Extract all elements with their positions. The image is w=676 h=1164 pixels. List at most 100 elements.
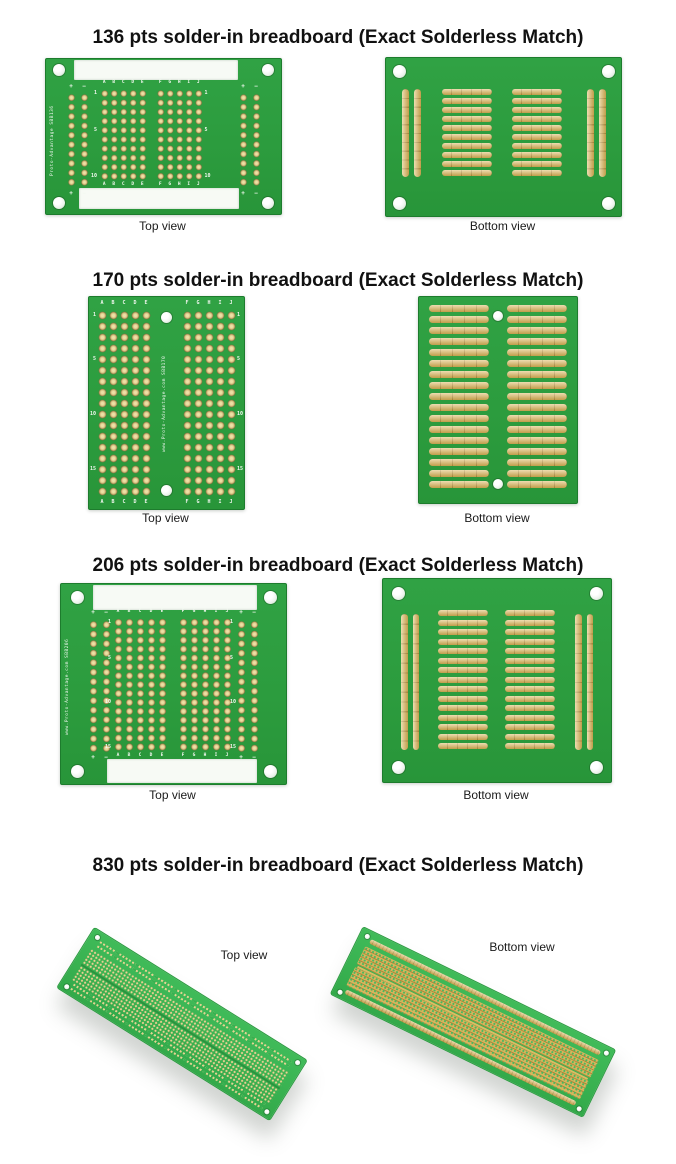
column-letter: B	[112, 80, 116, 85]
solder-bar	[507, 470, 567, 477]
rail-plus-label: +	[69, 82, 73, 90]
solder-bar	[507, 382, 567, 389]
column-letter: C	[122, 498, 126, 505]
row-number: 5	[230, 654, 234, 661]
solder-bar	[505, 714, 555, 721]
column-letter: C	[138, 609, 142, 614]
column-letter: D	[131, 181, 135, 187]
solder-bar	[438, 743, 488, 750]
row-number: 5	[93, 126, 97, 133]
centre-channel	[80, 963, 281, 1090]
column-letter: H	[203, 609, 207, 614]
row-number: 15	[104, 743, 111, 750]
solder-bar	[429, 470, 489, 477]
solder-bar	[442, 125, 492, 131]
solder-bar	[442, 152, 492, 158]
solder-bar	[438, 667, 488, 674]
silkscreen-panel	[74, 60, 238, 80]
solder-bar	[507, 459, 567, 466]
solder-bar	[438, 733, 488, 740]
row-number: 10	[204, 172, 211, 179]
row-number: 1	[92, 312, 96, 318]
solder-bar	[507, 393, 567, 400]
solder-bar	[429, 448, 489, 455]
sbb170-top-view-photo: A A B B C C D D E E F F G G H H I I J J 1 1 5 5 10 10 15 15 www.Prot…	[88, 296, 245, 510]
column-letter: H	[207, 498, 211, 505]
solder-bar	[429, 459, 489, 466]
column-letter: G	[168, 80, 172, 85]
column-letter: H	[203, 752, 207, 758]
solder-bar	[429, 360, 489, 367]
solder-bar	[438, 676, 488, 683]
mounting-hole	[53, 197, 65, 209]
column-letter: F	[185, 498, 189, 505]
column-letter: F	[158, 80, 162, 85]
sbb136-top-view-photo: + − + − + − + − A A B B C C D D E E F F G G H H I I J J 1 1 5 5 10 10 Prot…	[45, 58, 282, 215]
sbb170-bottom-view-photo	[418, 296, 578, 504]
column-letter: A	[116, 609, 120, 614]
column-letter: B	[127, 609, 131, 614]
column-letter: F	[185, 300, 189, 306]
terminal-grid	[112, 618, 168, 752]
silkscreen-text: www.Proto-Advantage.com SBB170	[162, 355, 167, 453]
mounting-hole	[336, 988, 344, 995]
column-letter: J	[229, 300, 233, 306]
mounting-hole	[589, 586, 603, 600]
solder-bar	[429, 327, 489, 334]
solder-bar	[507, 360, 567, 367]
column-letter: E	[144, 300, 148, 306]
mounting-hole	[589, 760, 603, 774]
silkscreen-panel	[79, 188, 239, 209]
solder-bar	[507, 404, 567, 411]
solder-bar	[429, 437, 489, 444]
column-letter: J	[225, 609, 229, 614]
solder-strip	[598, 89, 606, 177]
solder-bar	[505, 695, 555, 702]
solder-bar	[512, 116, 562, 122]
solder-bar	[507, 305, 567, 312]
mounting-hole	[70, 764, 84, 778]
column-letter: F	[181, 752, 185, 758]
column-letter: E	[140, 80, 144, 85]
mounting-hole	[392, 64, 406, 78]
section-title-sbb136: 136 pts solder-in breadboard (Exact Sold…	[92, 27, 584, 48]
solder-bar	[438, 638, 488, 645]
solder-bar	[442, 134, 492, 140]
column-letter: D	[133, 498, 137, 505]
sbb136-bottom-view-photo	[385, 57, 622, 217]
column-letter: E	[160, 752, 164, 758]
solder-bar	[507, 437, 567, 444]
column-letter: E	[140, 181, 144, 187]
section-title-sbb830: 830 pts solder-in breadboard (Exact Sold…	[92, 855, 584, 876]
column-letter: F	[181, 609, 185, 614]
column-letter: D	[149, 752, 153, 758]
solder-bar	[438, 714, 488, 721]
caption-bottom-view: Bottom view	[464, 511, 530, 525]
rail-plus-label: +	[241, 190, 245, 197]
mounting-hole	[575, 1104, 583, 1112]
rail-plus-label: +	[91, 609, 95, 616]
solder-bar	[505, 619, 555, 626]
terminal-grid	[181, 310, 237, 497]
terminal-grid	[96, 310, 152, 497]
mounting-hole	[493, 311, 503, 321]
power-rail	[64, 93, 91, 187]
rail-minus-label: −	[82, 82, 86, 90]
column-letter: A	[102, 181, 106, 187]
solder-bar	[507, 327, 567, 334]
solder-bar	[442, 143, 492, 149]
column-letter: J	[229, 498, 233, 505]
mounting-hole	[263, 1107, 271, 1115]
mounting-hole	[293, 1058, 301, 1066]
solder-bar	[505, 705, 555, 712]
solder-bar	[442, 89, 492, 95]
power-rail	[234, 620, 261, 753]
caption-bottom-view: Bottom view	[489, 940, 555, 954]
rail-minus-label: −	[82, 190, 86, 197]
silkscreen-text: www.Proto-Advantage.com SBB206	[65, 638, 70, 735]
rail-plus-label: +	[69, 190, 73, 197]
column-letter: I	[218, 498, 222, 505]
rail-plus-label: +	[239, 754, 243, 761]
terminal-grid	[99, 89, 147, 181]
mounting-hole	[601, 64, 615, 78]
